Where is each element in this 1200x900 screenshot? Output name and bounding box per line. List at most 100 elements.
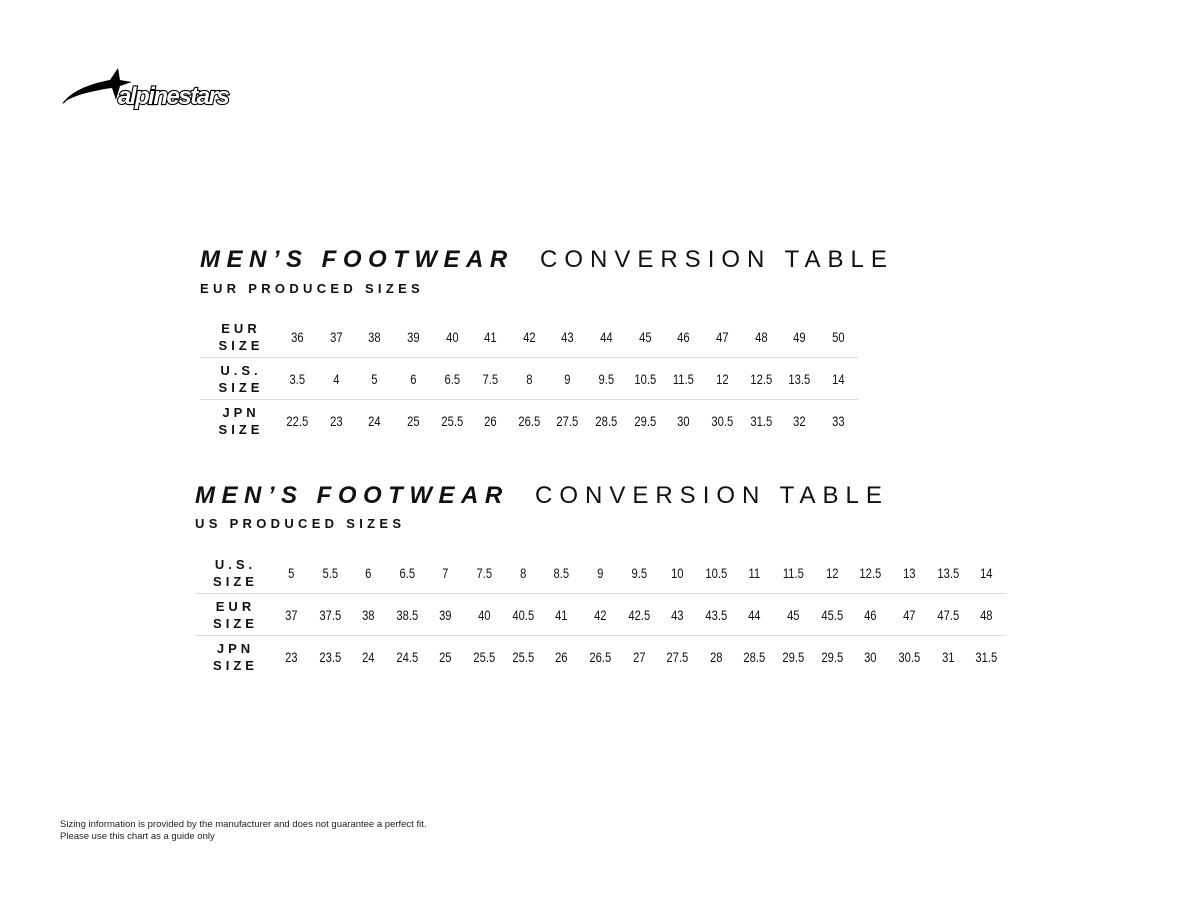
- size-cell: 12: [825, 564, 839, 581]
- size-cell: 40: [478, 606, 491, 623]
- size-cell: 28.5: [595, 412, 618, 429]
- size-cell: 3.5: [289, 370, 306, 387]
- size-cell: 37: [329, 328, 343, 345]
- size-cell: 24.5: [396, 648, 419, 665]
- size-cell: 9: [597, 564, 604, 581]
- size-cell: 13.5: [788, 370, 811, 387]
- size-cell: 10: [671, 564, 684, 581]
- size-cell: 38.5: [396, 606, 419, 623]
- size-cell: 25: [439, 648, 453, 665]
- size-cell: 36: [291, 328, 304, 345]
- size-cell: 13: [903, 564, 916, 581]
- size-cell: 14: [832, 370, 845, 387]
- size-cell: 42.5: [628, 606, 650, 623]
- size-cell: 6.5: [399, 564, 415, 581]
- size-cell: 23: [285, 648, 298, 665]
- size-cell: 22.5: [286, 412, 309, 429]
- size-cell: 44: [600, 328, 613, 345]
- size-cell: 48: [754, 328, 768, 345]
- row-header: U.S. SIZE: [200, 362, 278, 396]
- size-cell: 47.5: [937, 606, 959, 623]
- title-bold: MEN’S FOOTWEAR: [200, 246, 514, 273]
- size-cell: 30: [864, 648, 877, 665]
- size-cell: 38: [362, 606, 375, 623]
- size-cell: 31.5: [975, 648, 998, 665]
- size-cell: 5.5: [322, 564, 338, 581]
- row-header-text: U.S.: [220, 362, 262, 378]
- size-cell: 28: [709, 648, 723, 665]
- row-header: EUR SIZE: [195, 598, 272, 632]
- size-cell: 26.5: [518, 412, 541, 429]
- table-row: EUR SIZE 37 37.5 38 38.5 39 40 40.5 41 42 42.5 43 43.…: [195, 594, 1006, 636]
- size-cell: 43: [561, 328, 575, 345]
- size-cell: 14: [980, 564, 993, 581]
- title-light: CONVERSION TABLE: [535, 482, 889, 509]
- size-cell: 29.5: [634, 412, 656, 429]
- size-cell: 42: [522, 328, 536, 345]
- size-cell: 48: [980, 606, 993, 623]
- size-cell: 8.5: [553, 564, 570, 581]
- table-row: U.S. SIZE 5 5.5 6 6.5 7 7.5 8 8.5 9 9.5 10 10.5 11 11.5…: [195, 552, 1006, 594]
- row-header: JPN SIZE: [195, 640, 272, 674]
- size-cell: 24: [368, 412, 381, 429]
- size-cell: 47: [716, 328, 729, 345]
- row-header: JPN SIZE: [200, 404, 278, 438]
- size-cell: 37.5: [319, 606, 341, 623]
- size-cell: 12: [716, 370, 729, 387]
- size-cell: 46: [677, 328, 690, 345]
- size-cell: 40: [445, 328, 459, 345]
- size-cell: 25.5: [440, 412, 463, 429]
- row-header-text: SIZE: [213, 657, 258, 673]
- size-cell: 10.5: [705, 564, 728, 581]
- size-cell: 12.5: [750, 370, 772, 387]
- size-cell: 27: [632, 648, 646, 665]
- size-cell: 4: [332, 370, 340, 387]
- size-cell: 32: [793, 412, 806, 429]
- size-cell: 50: [832, 328, 845, 345]
- size-cell: 26: [555, 648, 568, 665]
- size-cell: 7.5: [476, 564, 493, 581]
- size-cell: 25.5: [512, 648, 534, 665]
- table2-subtitle: US PRODUCED SIZES: [195, 516, 406, 531]
- size-cell: 41: [484, 328, 497, 345]
- size-cell: 7.5: [482, 370, 499, 387]
- size-cell: 39: [407, 328, 420, 345]
- size-cell: 6.5: [444, 370, 460, 387]
- size-cell: 11: [748, 564, 761, 581]
- row-header-text: SIZE: [218, 337, 264, 353]
- size-cell: 8: [526, 370, 533, 387]
- size-cell: 40.5: [512, 606, 534, 623]
- size-cell: 41: [555, 606, 568, 623]
- size-cell: 43.5: [705, 606, 728, 623]
- table2-title: MEN’S FOOTWEAR CONVERSION TABLE: [195, 482, 889, 510]
- size-cell: 39: [439, 606, 453, 623]
- size-cell: 30.5: [711, 412, 734, 429]
- size-cell: 45.5: [821, 606, 843, 623]
- size-cell: 37: [285, 606, 298, 623]
- size-cell: 29.5: [782, 648, 805, 665]
- size-cell: 43: [671, 606, 684, 623]
- size-cell: 25: [407, 412, 420, 429]
- size-cell: 23.5: [319, 648, 341, 665]
- size-cell: 31.5: [750, 412, 772, 429]
- size-cell: 44: [748, 606, 762, 623]
- svg-text:alpinestars: alpinestars: [118, 83, 229, 110]
- row-header-text: U.S.: [214, 556, 257, 572]
- size-cell: 27.5: [556, 412, 579, 429]
- us-produced-table: U.S. SIZE 5 5.5 6 6.5 7 7.5 8 8.5 9 9.5 10 10.5 11 11.5…: [195, 552, 1006, 677]
- size-cell: 9.5: [598, 370, 615, 387]
- row-header: EUR SIZE: [200, 320, 278, 354]
- disclaimer: Sizing information is provided by the ma…: [60, 819, 427, 843]
- size-cell: 47: [903, 606, 916, 623]
- size-cell: 49: [793, 328, 806, 345]
- disclaimer-line-2: Please use this chart as a guide only: [60, 831, 215, 842]
- size-cell: 24: [362, 648, 375, 665]
- eur-produced-table: EUR SIZE 36 37 38 39 40 41 42 43 44 45 46 47 48 49 50 U.S…: [200, 316, 858, 441]
- table1-title: MEN’S FOOTWEAR CONVERSION TABLE: [200, 246, 894, 274]
- row-header-text: EUR: [215, 598, 256, 614]
- alpinestars-logo: alpinestars: [62, 68, 232, 110]
- size-cell: 11.5: [673, 370, 695, 387]
- row-header-text: SIZE: [218, 379, 264, 395]
- row-header-text: SIZE: [213, 573, 258, 589]
- size-cell: 9: [564, 370, 571, 387]
